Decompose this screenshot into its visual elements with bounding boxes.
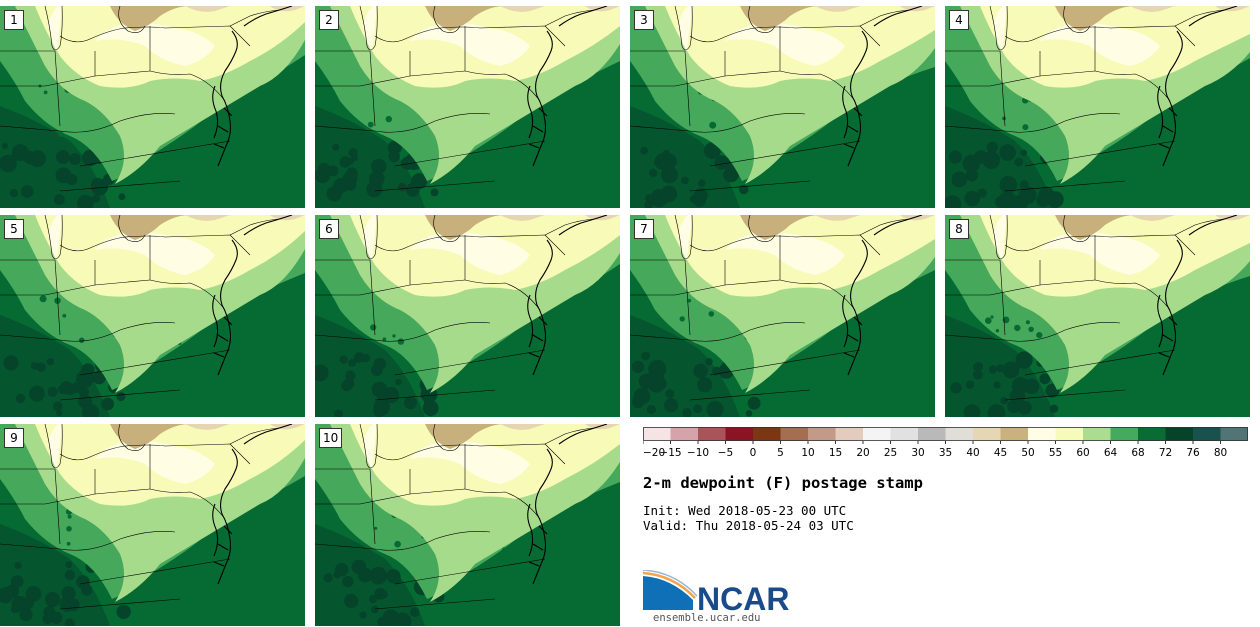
ncar-logo-text: NCAR <box>697 581 789 612</box>
member-map: 9 <box>0 424 305 626</box>
init-value: Wed 2018-05-23 00 UTC <box>688 503 847 518</box>
member-number: 8 <box>949 219 969 239</box>
colorbar-tick-label: −15 <box>659 447 681 459</box>
ncar-logo-swoosh-icon <box>643 576 693 610</box>
member-map: 2 <box>315 6 620 208</box>
member-map: 4 <box>945 6 1250 208</box>
colorbar-swatch <box>918 427 946 441</box>
valid-value: Thu 2018-05-24 03 UTC <box>695 518 854 533</box>
colorbar-swatch <box>1220 427 1248 441</box>
colorbar-tick-label: 20 <box>856 447 869 459</box>
colorbar-tick-label: 76 <box>1186 447 1200 459</box>
member-map: 6 <box>315 215 620 417</box>
colorbar-swatch <box>643 427 671 441</box>
colorbar-tick-label: 10 <box>801 447 814 459</box>
member-map: 10 <box>315 424 620 626</box>
colorbar-tick-label: 30 <box>911 447 924 459</box>
colorbar-swatch <box>890 427 918 441</box>
colorbar-tick-label: −20 <box>643 447 665 459</box>
colorbar-swatch <box>973 427 1001 441</box>
colorbar-swatch <box>1193 427 1221 441</box>
member-map: 7 <box>630 215 935 417</box>
member-number: 3 <box>634 10 654 30</box>
colorbar-swatch <box>725 427 753 441</box>
chart-title: 2-m dewpoint (F) postage stamp <box>643 474 923 492</box>
colorbar-tick-label: 35 <box>939 447 952 459</box>
member-number: 10 <box>319 428 343 448</box>
ncar-logo: NCAR <box>643 570 789 612</box>
member-number: 1 <box>4 10 24 30</box>
colorbar-tick-label: 5 <box>777 447 784 459</box>
colorbar-tick-label: 50 <box>1021 447 1034 459</box>
member-map: 1 <box>0 6 305 208</box>
colorbar-swatch <box>1083 427 1111 441</box>
valid-label: Valid: <box>643 518 689 533</box>
init-label: Init: <box>643 503 681 518</box>
colorbar-swatch <box>945 427 973 441</box>
member-number: 5 <box>4 219 24 239</box>
colorbar-swatch <box>1165 427 1193 441</box>
colorbar-tick-label: 55 <box>1049 447 1062 459</box>
colorbar-swatch <box>1110 427 1138 441</box>
colorbar-tick-label: 68 <box>1131 447 1144 459</box>
colorbar-tick-label: 15 <box>829 447 842 459</box>
ensemble-website: ensemble.ucar.edu <box>653 612 761 624</box>
member-map: 3 <box>630 6 935 208</box>
colorbar-tick-label: 25 <box>884 447 897 459</box>
colorbar-frame <box>643 427 1248 441</box>
colorbar-swatch <box>863 427 891 441</box>
member-number: 7 <box>634 219 654 239</box>
member-number: 4 <box>949 10 969 30</box>
member-map: 8 <box>945 215 1250 417</box>
colorbar-swatch <box>670 427 698 441</box>
colorbar-swatch <box>1000 427 1028 441</box>
colorbar-tick-label: 60 <box>1076 447 1089 459</box>
init-time: Init: Wed 2018-05-23 00 UTC <box>643 503 846 518</box>
member-number: 9 <box>4 428 24 448</box>
dewpoint-colorbar: −20−15 −10 −5 0 5 10 15 20 25 30 35 40 45 50 55 60 64 68 7… <box>643 427 1248 459</box>
colorbar-swatch <box>808 427 836 441</box>
colorbar-swatch <box>1028 427 1056 441</box>
colorbar-swatch <box>1055 427 1083 441</box>
colorbar-swatch <box>780 427 808 441</box>
colorbar-tick-label: −10 <box>687 447 709 459</box>
member-map: 5 <box>0 215 305 417</box>
colorbar-swatch <box>698 427 726 441</box>
colorbar-tick-label: 72 <box>1159 447 1172 459</box>
colorbar-tick-label: 0 <box>750 447 757 459</box>
colorbar-tick-label: 64 <box>1104 447 1118 459</box>
colorbar-tick-label: −5 <box>718 447 733 459</box>
colorbar-swatch <box>753 427 781 441</box>
colorbar-tick-label: 80 <box>1214 447 1227 459</box>
colorbar-tick-label: 45 <box>994 447 1007 459</box>
member-number: 2 <box>319 10 339 30</box>
colorbar-swatch <box>1138 427 1166 441</box>
member-number: 6 <box>319 219 339 239</box>
colorbar-swatch <box>835 427 863 441</box>
valid-time: Valid: Thu 2018-05-24 03 UTC <box>643 518 854 533</box>
colorbar-tick-label: 40 <box>966 447 979 459</box>
